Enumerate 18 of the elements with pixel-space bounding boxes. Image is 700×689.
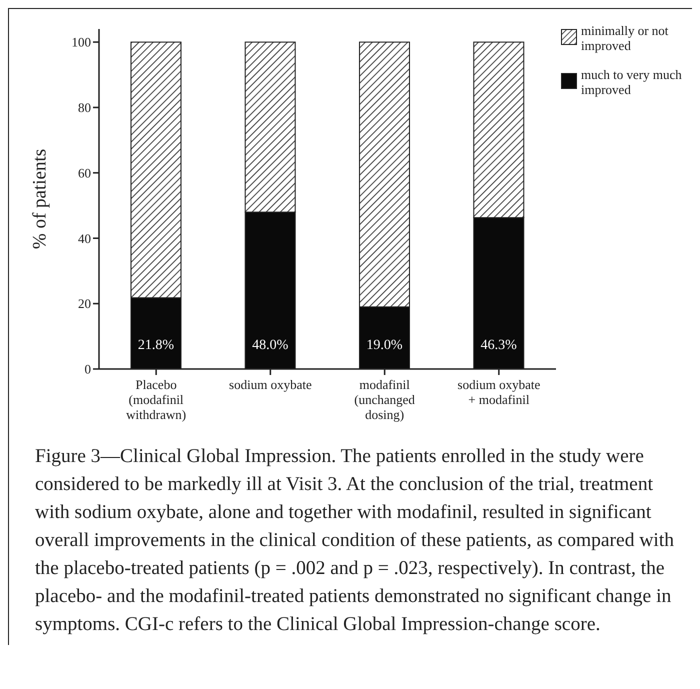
x-tick-label: sodium oxybate + modafinil [458, 377, 540, 407]
legend-label: much to very much improved [581, 67, 683, 97]
y-tick-label: 40 [78, 230, 91, 246]
y-tick-label: 20 [78, 296, 91, 312]
y-tick-label: 60 [78, 165, 91, 180]
x-tick-label: modafinil (unchanged dosing) [354, 377, 416, 422]
text: minimally or not improved [581, 23, 670, 53]
caption: Figure 3—Clinical Global Impression. The patients enrolled in the study were considered to be markedly ill at Visit 3. At the conclusion of the trial, treatment with sodium oxybate, alone and together with modafinil, resulted in significant overall improvements in the clinical condition of these patients, as compared with the placebo-treated patients (p = .002 and p = .023, respectively). In contrast, the placebo- and the modafinil-treated patients demonstrated no significant change in symptoms. CGI-c refers to the Clinical Global Impression-change score. [35, 445, 675, 637]
data-label: 21.8% [138, 338, 174, 353]
y-axis-title: % of patients [30, 148, 51, 250]
y-tick-label: 80 [78, 100, 91, 116]
x-tick-label: Placebo (modafinil withdrawn) [126, 377, 186, 422]
data-label: 19.0% [366, 338, 403, 353]
data-label: 48.0% [252, 338, 289, 353]
y-tick-label: 0 [84, 362, 91, 377]
data-label: 46.3% [480, 338, 518, 353]
x-tick-label: sodium oxybate [229, 377, 312, 392]
y-tick-label: 100 [72, 34, 91, 50]
